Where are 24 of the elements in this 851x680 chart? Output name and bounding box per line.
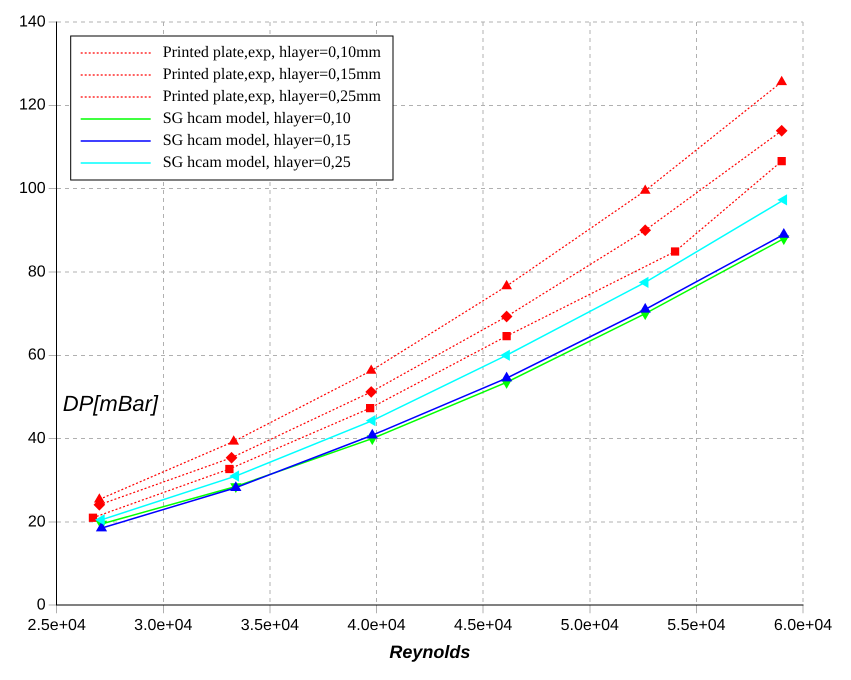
- legend-label: Printed plate,exp, hlayer=0,15mm: [162, 66, 382, 84]
- x-tick-label: 5.0e+04: [560, 617, 620, 634]
- x-tick-label: 4.0e+04: [347, 617, 406, 634]
- y-tick-label: 40: [28, 430, 46, 447]
- x-tick-label: 5.5e+04: [667, 617, 726, 634]
- y-tick-label: 60: [28, 346, 46, 364]
- y-tick-label: 100: [18, 180, 46, 198]
- y-tick-label: 0: [36, 596, 46, 614]
- x-axis-title: Reynolds: [389, 642, 470, 662]
- legend-label: Printed plate,exp, hlayer=0,10mm: [162, 44, 382, 62]
- x-tick-label: 3.5e+04: [240, 617, 300, 634]
- y-tick-label: 20: [28, 513, 46, 530]
- x-tick-label: 4.5e+04: [454, 617, 512, 634]
- x-tick-label: 2.5e+04: [28, 617, 86, 634]
- y-tick-label: 80: [28, 263, 46, 280]
- legend-label: SG hcam model, hlayer=0,25: [162, 154, 351, 172]
- x-tick-label: 3.0e+04: [134, 617, 193, 634]
- legend-label: SG hcam model, hlayer=0,10: [162, 110, 351, 128]
- legend-label: SG hcam model, hlayer=0,15: [162, 132, 351, 150]
- y-axis-title: DP[mBar]: [62, 391, 159, 416]
- y-tick-label: 140: [18, 13, 46, 30]
- legend-label: Printed plate,exp, hlayer=0,25mm: [162, 88, 382, 106]
- y-tick-label: 120: [18, 96, 46, 114]
- x-tick-label: 6.0e+04: [774, 617, 832, 634]
